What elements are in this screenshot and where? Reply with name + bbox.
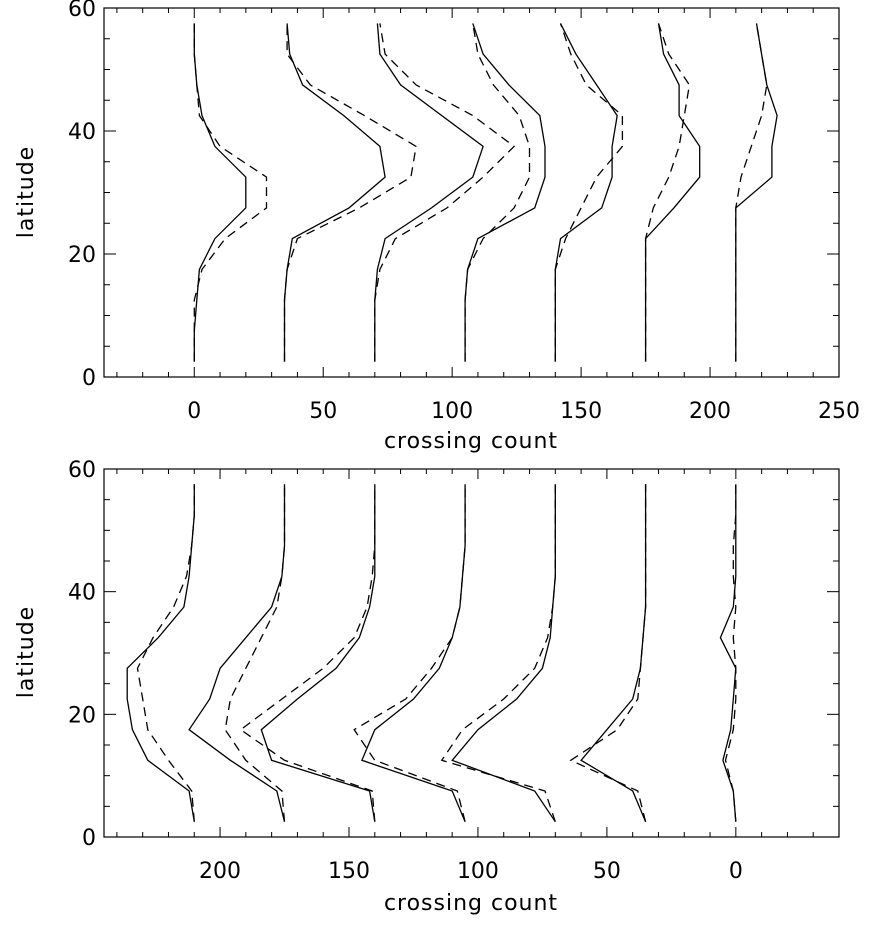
profile-4-dashed-line [464,23,531,362]
y-tick-label: 40 [68,120,96,145]
profile-5-dashed-line [554,23,624,362]
x-tick-label: 250 [818,399,860,424]
top-series [193,23,778,362]
y-tick-label: 60 [68,0,96,22]
profile-6-solid-line [644,23,701,362]
bottom-ticks [104,468,840,838]
top-tick-labels: 0 50 100 150 200 250 0 20 40 60 [68,0,860,424]
profile-5-solid-line [451,484,556,823]
profile-3-dashed-line [374,23,516,362]
x-tick-label: 50 [593,859,621,884]
profile-4-solid-line [361,484,466,822]
x-tick-label: 200 [199,859,241,884]
profile-1-dashed-line [136,484,195,822]
profile-2-dashed-line [224,484,286,822]
profile-7-dashed-line [724,484,737,822]
profile-2-dashed-line [283,23,417,362]
y-tick-label: 20 [68,703,96,728]
profile-4-solid-line [464,23,546,362]
profile-7-solid-line [719,484,737,822]
profile-2-solid-line [283,23,386,362]
top-panel: 0 50 100 150 200 250 0 20 40 60 crossing count la… [14,0,860,454]
x-tick-label: 100 [457,859,499,884]
profile-6-dashed-line [569,484,647,822]
profile-4-dashed-line [353,484,466,822]
profile-2-solid-line [188,484,286,822]
top-ticks [104,7,840,378]
top-y-axis-title: latitude [14,146,39,238]
bottom-tick-labels: 200 150 100 50 0 0 20 40 60 [68,458,743,884]
profile-1-solid-line [193,23,247,362]
profile-5-dashed-line [440,484,556,822]
profile-6-dashed-line [644,23,691,362]
y-tick-label: 60 [68,458,96,483]
profile-5-solid-line [554,23,618,362]
top-plot-frame [103,7,840,378]
x-tick-label: 0 [729,859,743,884]
profile-7-solid-line [735,23,778,362]
x-tick-label: 50 [309,399,337,424]
x-tick-label: 0 [187,399,201,424]
profile-1-solid-line [126,484,195,822]
top-x-axis-title: crossing count [384,429,558,454]
x-tick-label: 150 [560,399,602,424]
bottom-y-axis-title: latitude [14,606,39,698]
y-tick-label: 0 [82,366,96,391]
profile-7-dashed-line [735,23,768,362]
y-tick-label: 40 [68,581,96,606]
profile-1-dashed-line [193,23,268,362]
bottom-series [126,484,737,823]
profile-3-solid-line [260,484,376,822]
profile-3-solid-line [374,23,484,362]
y-tick-label: 0 [82,826,96,851]
x-tick-label: 200 [689,399,731,424]
x-tick-label: 150 [328,859,370,884]
profile-6-solid-line [580,484,647,822]
y-tick-label: 20 [68,243,96,268]
bottom-x-axis-title: crossing count [384,891,558,916]
x-tick-label: 100 [431,399,473,424]
bottom-panel: 200 150 100 50 0 0 20 40 60 crossing count latit… [14,458,840,916]
